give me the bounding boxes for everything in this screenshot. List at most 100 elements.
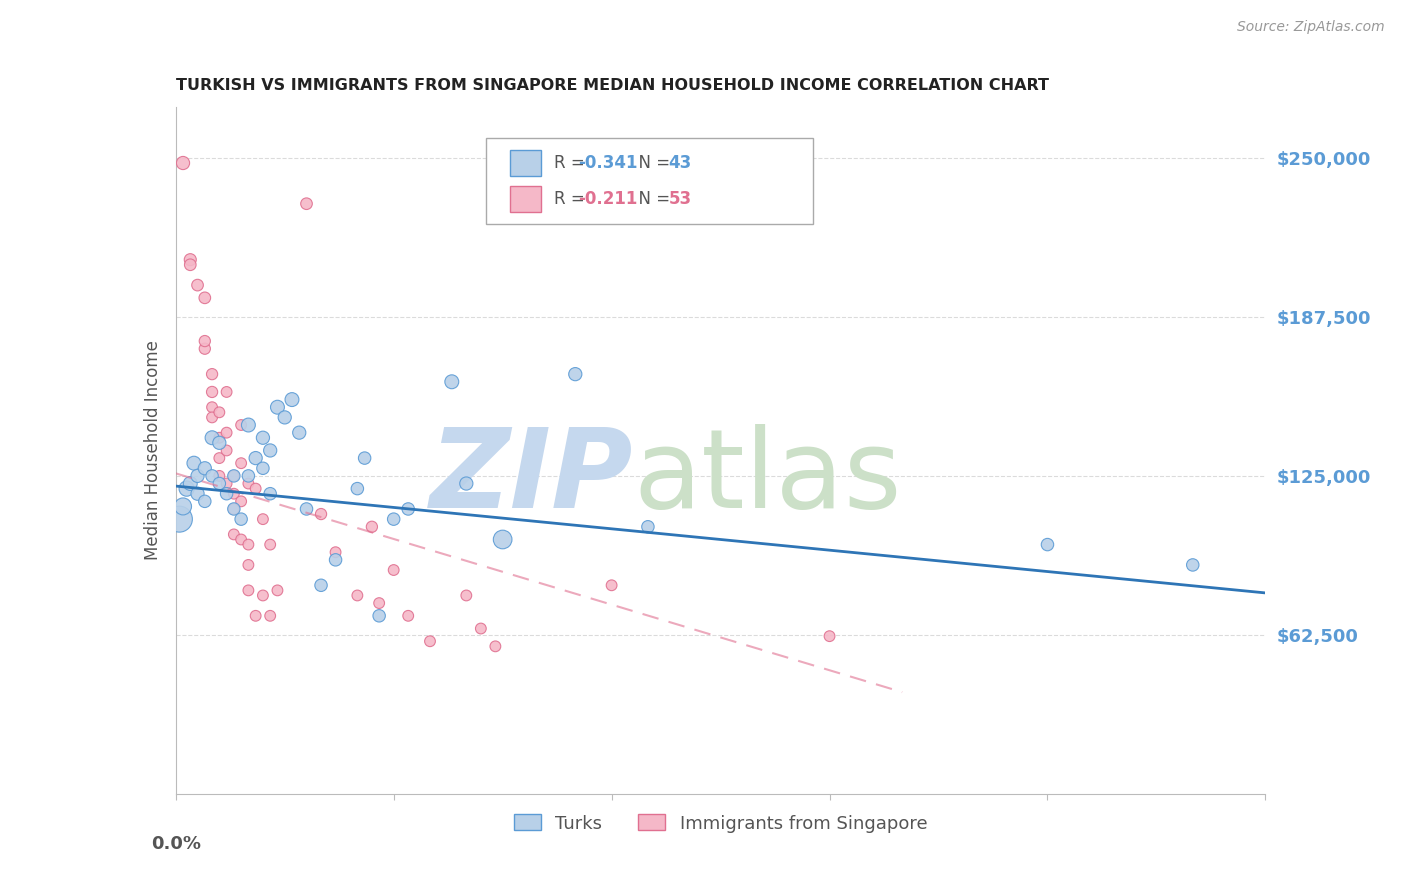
Point [194,461,217,475]
Point [346,482,368,496]
Point [222,486,245,500]
Point [346,589,368,603]
Point [259,538,281,552]
Point [309,507,332,521]
Text: 0.0%: 0.0% [150,835,201,853]
Point [368,608,391,623]
Point [194,291,217,305]
Text: N =: N = [628,153,675,172]
Point [564,367,586,381]
Point [215,486,238,500]
Point [222,502,245,516]
Point [382,563,405,577]
Point [179,258,201,272]
Point [215,443,238,458]
Point [252,589,274,603]
Point [295,196,318,211]
Point [637,520,659,534]
Point [492,533,515,547]
Point [208,451,231,466]
Point [208,476,231,491]
Point [201,431,224,445]
Point [172,156,194,170]
Text: R =: R = [554,190,591,208]
Point [222,502,245,516]
Point [238,469,260,483]
Point [238,538,260,552]
Text: ZIP: ZIP [430,425,633,532]
Point [222,469,245,483]
Point [201,469,224,483]
Point [281,392,304,407]
Point [295,502,318,516]
Point [231,417,253,432]
Point [382,512,405,526]
Point [238,417,260,432]
Point [470,622,492,636]
Point [456,476,478,491]
Point [222,469,245,483]
Point [208,469,231,483]
Point [353,451,375,466]
Point [1036,538,1059,552]
Point [201,367,224,381]
Point [252,512,274,526]
Text: N =: N = [628,190,675,208]
Point [288,425,311,440]
Point [484,640,506,654]
Y-axis label: Median Household Income: Median Household Income [143,341,162,560]
Point [456,589,478,603]
Point [194,334,217,348]
Point [201,401,224,415]
Point [396,608,419,623]
Point [259,443,281,458]
Point [215,384,238,399]
Point [600,578,623,592]
Point [231,494,253,508]
Point [259,486,281,500]
Point [252,431,274,445]
Point [1181,558,1204,572]
Bar [510,150,541,176]
Point [176,482,198,496]
Text: -0.341: -0.341 [578,153,637,172]
Text: R =: R = [554,153,591,172]
Point [238,558,260,572]
Text: TURKISH VS IMMIGRANTS FROM SINGAPORE MEDIAN HOUSEHOLD INCOME CORRELATION CHART: TURKISH VS IMMIGRANTS FROM SINGAPORE MED… [176,78,1049,94]
Point [238,476,260,491]
Point [818,629,841,643]
Point [201,384,224,399]
Point [245,451,267,466]
Point [274,410,297,425]
Point [245,608,267,623]
Point [325,553,347,567]
Point [208,405,231,419]
Point [194,342,217,356]
Point [252,461,274,475]
Text: 53: 53 [668,190,692,208]
Point [309,578,332,592]
Text: Source: ZipAtlas.com: Source: ZipAtlas.com [1237,20,1385,34]
Point [238,583,260,598]
Point [266,583,288,598]
Point [208,435,231,450]
Point [215,476,238,491]
Point [360,520,382,534]
Point [186,486,209,500]
Point [201,410,224,425]
Text: -0.211: -0.211 [578,190,637,208]
Point [215,425,238,440]
Point [179,252,201,267]
FancyBboxPatch shape [486,138,813,224]
Point [179,476,201,491]
Point [396,502,419,516]
Bar [510,186,541,212]
Point [231,533,253,547]
Point [440,375,463,389]
Point [222,527,245,541]
Point [186,278,209,293]
Point [231,512,253,526]
Point [325,545,347,559]
Point [172,500,194,514]
Text: 43: 43 [668,153,692,172]
